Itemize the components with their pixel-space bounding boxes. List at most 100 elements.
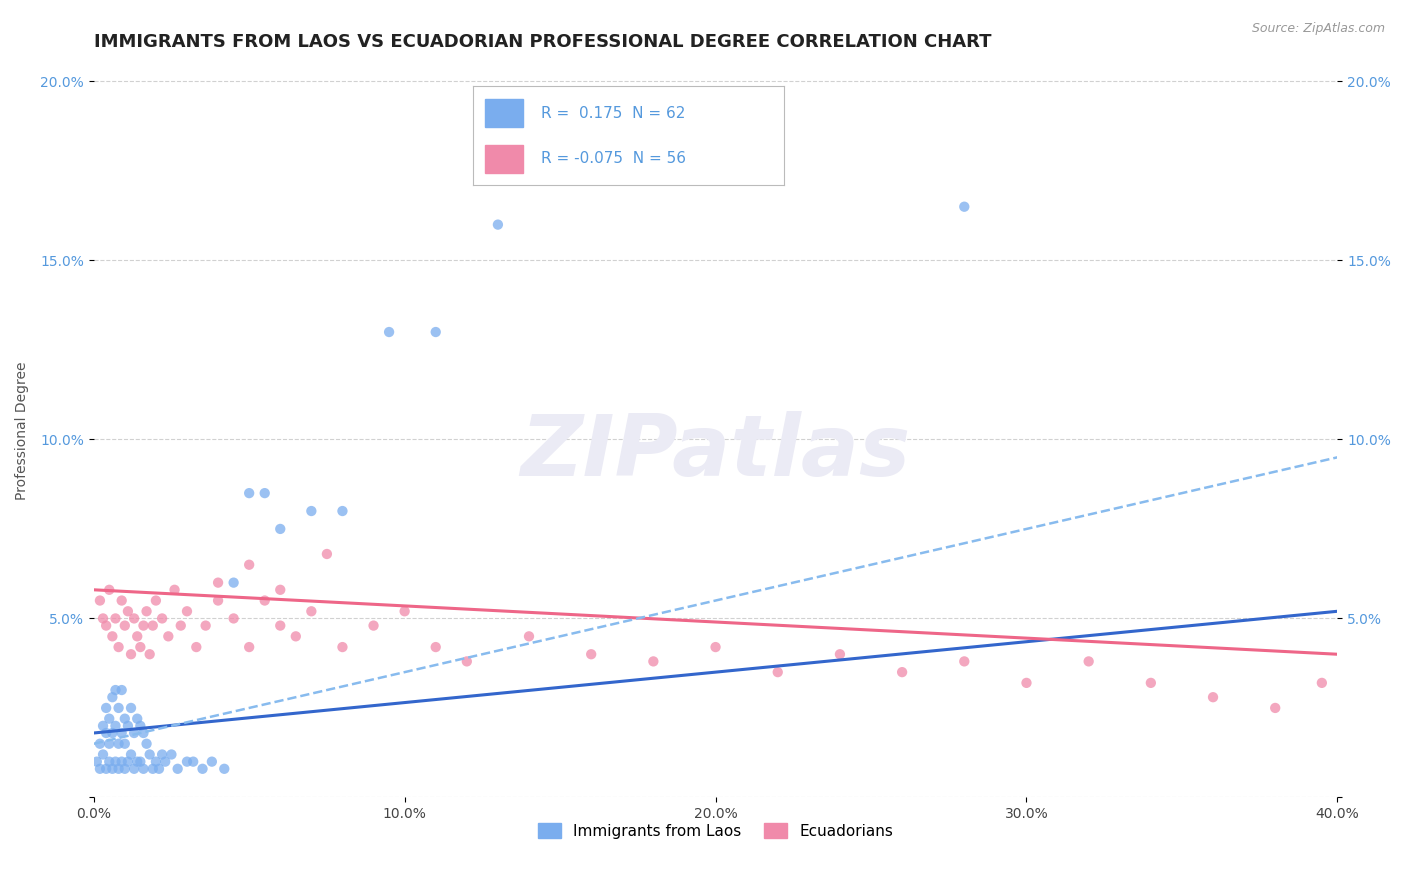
Point	[145, 593, 167, 607]
Point	[363, 618, 385, 632]
Point	[425, 325, 447, 339]
Point	[207, 593, 229, 607]
Point	[269, 522, 291, 536]
Point	[111, 683, 134, 698]
Point	[104, 719, 127, 733]
Point	[114, 762, 136, 776]
Point	[394, 604, 416, 618]
Point	[98, 582, 121, 597]
Point	[135, 737, 157, 751]
Point	[269, 582, 291, 597]
Point	[299, 604, 322, 618]
Point	[89, 593, 111, 607]
Point	[160, 747, 183, 762]
Point	[214, 762, 236, 776]
Point	[132, 618, 155, 632]
Point	[766, 665, 789, 680]
Point	[89, 737, 111, 751]
Point	[145, 755, 167, 769]
Point	[117, 604, 139, 618]
Point	[891, 665, 914, 680]
Point	[94, 726, 117, 740]
Point	[117, 755, 139, 769]
Point	[122, 611, 145, 625]
Point	[316, 547, 339, 561]
Point	[155, 755, 177, 769]
Point	[91, 747, 114, 762]
Point	[91, 719, 114, 733]
Point	[142, 618, 165, 632]
Point	[238, 558, 260, 572]
Point	[222, 611, 245, 625]
Point	[94, 618, 117, 632]
Point	[111, 755, 134, 769]
Point	[284, 629, 307, 643]
Point	[486, 218, 509, 232]
Point	[138, 647, 160, 661]
Point	[1015, 676, 1038, 690]
Point	[1077, 654, 1099, 668]
Point	[332, 504, 354, 518]
Point	[194, 618, 217, 632]
Point	[191, 762, 214, 776]
Point	[378, 325, 401, 339]
Point	[101, 726, 124, 740]
Legend: Immigrants from Laos, Ecuadorians: Immigrants from Laos, Ecuadorians	[531, 817, 900, 845]
Point	[107, 701, 129, 715]
Point	[120, 701, 142, 715]
Point	[98, 737, 121, 751]
Point	[150, 611, 173, 625]
Point	[456, 654, 478, 668]
Point	[114, 618, 136, 632]
Point	[299, 504, 322, 518]
Point	[101, 762, 124, 776]
Point	[120, 747, 142, 762]
Point	[170, 618, 193, 632]
Point	[107, 640, 129, 654]
Point	[111, 726, 134, 740]
Point	[828, 647, 851, 661]
Point	[98, 712, 121, 726]
Point	[129, 719, 152, 733]
Point	[1264, 701, 1286, 715]
Point	[238, 486, 260, 500]
Point	[122, 762, 145, 776]
Point	[101, 629, 124, 643]
Point	[953, 654, 976, 668]
Point	[332, 640, 354, 654]
Point	[122, 726, 145, 740]
Point	[129, 755, 152, 769]
Text: ZIPatlas: ZIPatlas	[520, 411, 911, 494]
Point	[953, 200, 976, 214]
Point	[101, 690, 124, 705]
Point	[114, 712, 136, 726]
Point	[111, 593, 134, 607]
Point	[253, 593, 276, 607]
Point	[148, 762, 170, 776]
Point	[89, 762, 111, 776]
Point	[94, 762, 117, 776]
Point	[135, 604, 157, 618]
Point	[163, 582, 186, 597]
Point	[579, 647, 602, 661]
Point	[132, 762, 155, 776]
Point	[176, 755, 198, 769]
Text: IMMIGRANTS FROM LAOS VS ECUADORIAN PROFESSIONAL DEGREE CORRELATION CHART: IMMIGRANTS FROM LAOS VS ECUADORIAN PROFE…	[94, 33, 991, 51]
Point	[107, 762, 129, 776]
Y-axis label: Professional Degree: Professional Degree	[15, 361, 30, 500]
Point	[425, 640, 447, 654]
Point	[1140, 676, 1163, 690]
Point	[253, 486, 276, 500]
Point	[104, 755, 127, 769]
Point	[238, 640, 260, 654]
Point	[127, 629, 149, 643]
Point	[186, 640, 208, 654]
Point	[1202, 690, 1225, 705]
Point	[117, 719, 139, 733]
Point	[86, 755, 108, 769]
Point	[107, 737, 129, 751]
Point	[104, 683, 127, 698]
Point	[222, 575, 245, 590]
Point	[132, 726, 155, 740]
Point	[98, 755, 121, 769]
